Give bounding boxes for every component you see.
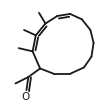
Text: O: O xyxy=(21,92,30,102)
Circle shape xyxy=(20,91,32,103)
